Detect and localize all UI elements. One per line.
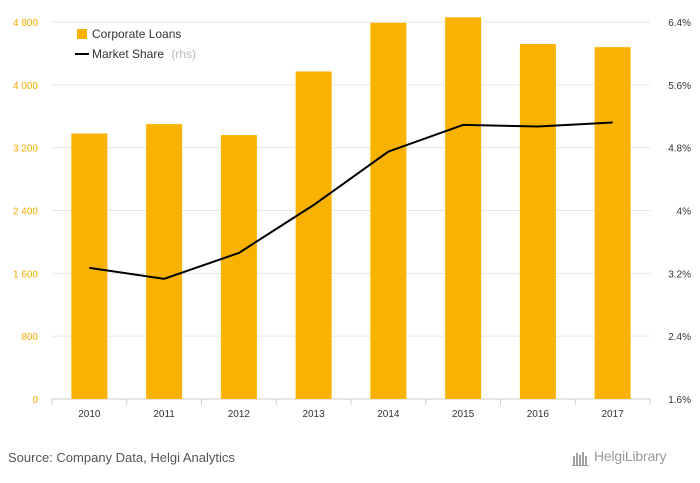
market-share-line <box>89 121 613 280</box>
left-tick-label: 4 000 <box>13 81 38 92</box>
bar <box>519 43 556 399</box>
bar-series <box>71 17 631 400</box>
left-tick-label: 1 600 <box>13 269 38 280</box>
right-tick-label: 5.6% <box>668 81 691 92</box>
logo-text: HelgiLibrary <box>594 448 667 464</box>
right-axis: 1.6% 2.4% 3.2% 4% 4.8% 5.6% 6.4% <box>668 18 691 406</box>
legend-swatch-market-share <box>75 53 89 55</box>
legend-market-share-text: Market Share <box>92 47 164 61</box>
bar <box>594 47 631 400</box>
x-tick-label: 2013 <box>303 409 326 420</box>
x-axis: 2010 2011 2012 2013 2014 2015 2016 2017 <box>78 409 624 420</box>
legend-label-market-share: Market Share (rhs) <box>92 47 196 61</box>
x-tick-label: 2014 <box>377 409 400 420</box>
bar <box>220 135 257 399</box>
right-tick-label: 6.4% <box>668 18 691 29</box>
right-tick-label: 4% <box>677 207 692 218</box>
grid-lines <box>51 21 651 405</box>
x-tick-label: 2010 <box>78 409 101 420</box>
legend: Corporate Loans Market Share (rhs) <box>75 27 196 61</box>
bar <box>370 22 407 400</box>
right-tick-label: 2.4% <box>668 332 691 343</box>
x-tick-label: 2015 <box>452 409 475 420</box>
bar <box>445 17 482 399</box>
legend-label-corporate-loans: Corporate Loans <box>92 27 181 41</box>
x-tick-label: 2017 <box>602 409 625 420</box>
left-tick-label: 2 400 <box>13 207 38 218</box>
right-tick-label: 3.2% <box>668 269 691 280</box>
x-tick-label: 2012 <box>228 409 251 420</box>
bar <box>146 124 183 400</box>
left-tick-label: 0 <box>32 395 38 406</box>
legend-swatch-corporate-loans <box>77 29 87 39</box>
x-tick-label: 2016 <box>527 409 550 420</box>
helgi-library-logo: HelgiLibrary <box>572 448 697 468</box>
left-tick-label: 800 <box>21 332 38 343</box>
left-tick-label: 4 800 <box>13 18 38 29</box>
library-icon <box>572 452 589 466</box>
line-series <box>89 121 613 280</box>
x-tick-label: 2011 <box>153 409 175 420</box>
right-tick-label: 4.8% <box>668 144 691 155</box>
left-axis: 0 800 1 600 2 400 3 200 4 000 4 800 <box>13 18 38 406</box>
legend-rhs-note: (rhs) <box>171 47 196 61</box>
right-tick-label: 1.6% <box>668 395 691 406</box>
source-note: Source: Company Data, Helgi Analytics <box>8 450 235 465</box>
bar <box>295 71 332 399</box>
left-tick-label: 3 200 <box>13 144 38 155</box>
bar <box>71 133 108 399</box>
